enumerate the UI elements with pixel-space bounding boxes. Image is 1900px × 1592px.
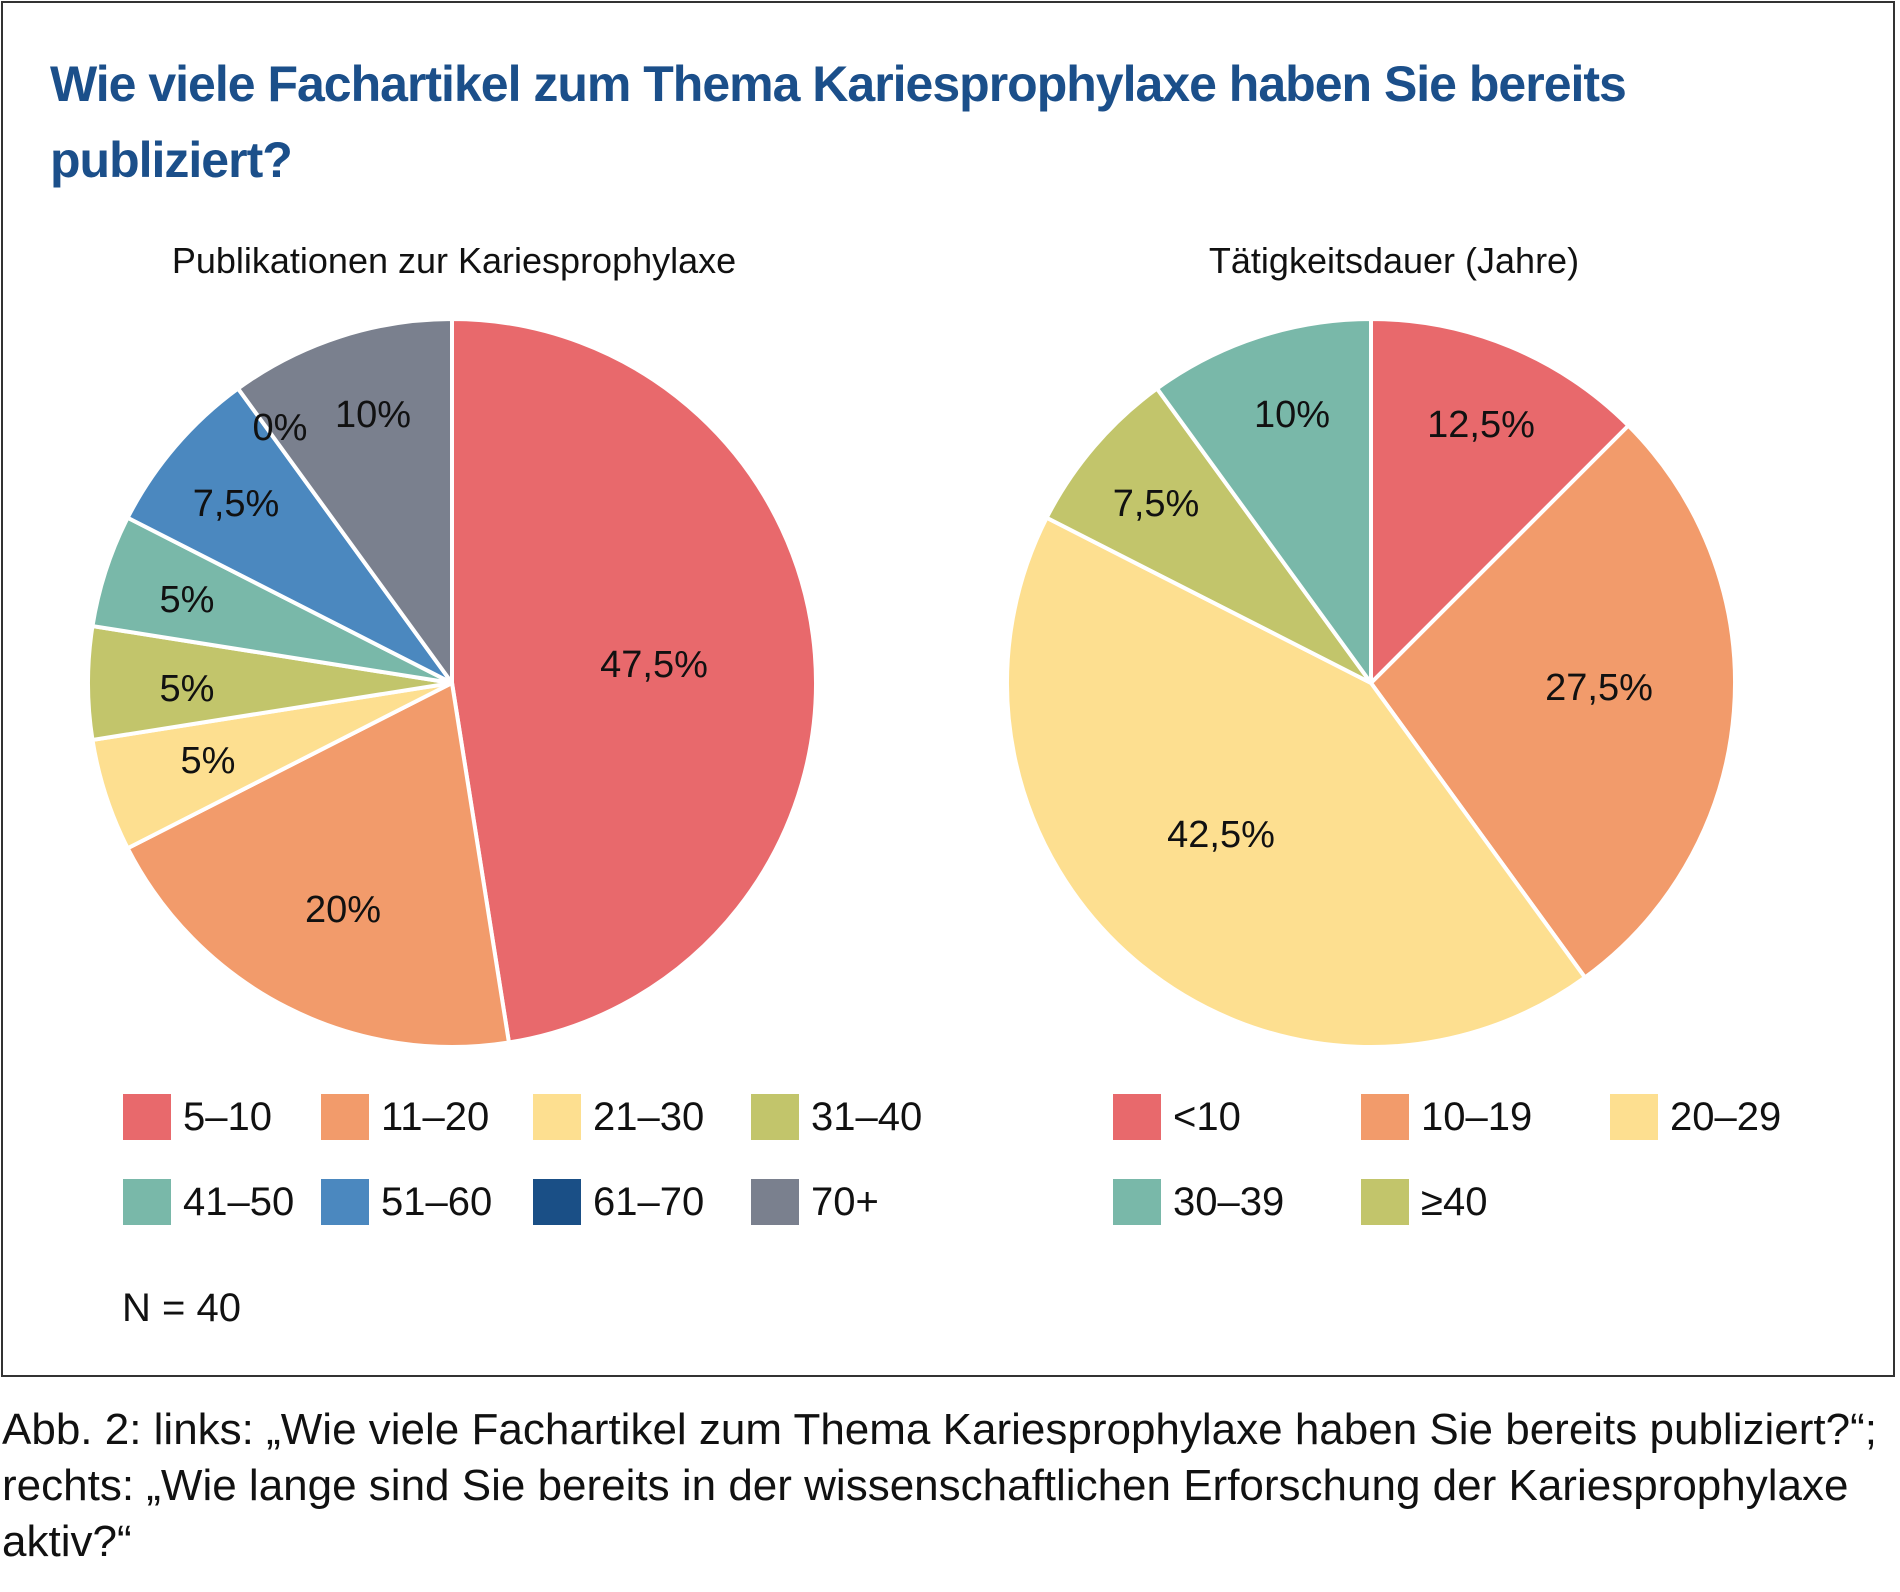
legend-swatch bbox=[1361, 1179, 1409, 1225]
legend-swatch bbox=[1113, 1094, 1161, 1140]
legend-label: 10–19 bbox=[1421, 1094, 1533, 1139]
sample-size: N = 40 bbox=[122, 1286, 241, 1330]
slice-value-label: 5% bbox=[181, 740, 236, 782]
legend-label: 70+ bbox=[811, 1179, 879, 1224]
legend-item: <10 bbox=[1113, 1093, 1241, 1141]
left-pie-chart: 47,5% 20% 5% 5% 5% 7,5% 0% 10% bbox=[86, 317, 818, 1049]
pie-slice-30–39 bbox=[1155, 317, 1373, 685]
legend-label: 31–40 bbox=[811, 1094, 923, 1139]
legend-label: 41–50 bbox=[183, 1179, 295, 1224]
pie-slice-20–29 bbox=[1004, 515, 1587, 1049]
slice-value-label: 7,5% bbox=[193, 483, 280, 525]
pie-slice-51–60 bbox=[125, 386, 454, 685]
legend-item: 10–19 bbox=[1361, 1093, 1532, 1141]
legend-label: 20–29 bbox=[1670, 1094, 1782, 1139]
slice-value-label: 47,5% bbox=[600, 644, 708, 686]
legend-item: 41–50 bbox=[123, 1178, 294, 1226]
legend-item: ≥40 bbox=[1361, 1178, 1487, 1226]
legend-item: 11–20 bbox=[321, 1093, 489, 1141]
legend-item: 30–39 bbox=[1113, 1178, 1284, 1226]
legend-item: 61–70 bbox=[533, 1178, 704, 1226]
slice-value-label: 20% bbox=[305, 889, 381, 931]
legend-swatch bbox=[751, 1179, 799, 1225]
legend-swatch bbox=[321, 1094, 369, 1140]
legend-item: 70+ bbox=[751, 1178, 879, 1226]
figure-title: Wie viele Fachartikel zum Thema Kariespr… bbox=[50, 56, 1627, 188]
slice-value-label: 10% bbox=[1254, 394, 1330, 436]
pie-slice-11–20 bbox=[125, 681, 511, 1049]
legend-label: 61–70 bbox=[593, 1179, 705, 1224]
legend-item: 21–30 bbox=[533, 1093, 704, 1141]
pie-slice-<10 bbox=[1369, 317, 1631, 685]
legend-swatch bbox=[1361, 1094, 1409, 1140]
legend-item: 31–40 bbox=[751, 1093, 922, 1141]
slice-value-label: 7,5% bbox=[1113, 483, 1200, 525]
pie-charts: 47,5% 20% 5% 5% 5% 7,5% 0% 10% 12,5% 27,5% 42,5% 7… bbox=[86, 317, 1737, 1049]
legend-label: ≥40 bbox=[1421, 1179, 1488, 1224]
pie-slice-10–19 bbox=[1369, 423, 1737, 980]
legend-swatch bbox=[321, 1179, 369, 1225]
legend-swatch bbox=[1113, 1179, 1161, 1225]
legend-item: 5–10 bbox=[123, 1093, 272, 1141]
pie-slice-≥40 bbox=[1044, 386, 1373, 685]
pie-slice-5–10 bbox=[450, 317, 818, 1045]
legend-item: 51–60 bbox=[321, 1178, 492, 1226]
slice-value-label: 0% bbox=[253, 407, 308, 449]
figure-caption: Abb. 2: links: „Wie viele Fachartikel zu… bbox=[2, 1405, 1877, 1566]
legend-swatch bbox=[533, 1179, 581, 1225]
legend-swatch bbox=[533, 1094, 581, 1140]
legend-label: 11–20 bbox=[381, 1094, 490, 1139]
legend-label: 30–39 bbox=[1173, 1179, 1285, 1224]
legend-item: 20–29 bbox=[1610, 1093, 1781, 1141]
slice-value-label: 5% bbox=[160, 668, 215, 710]
legend-label: 21–30 bbox=[593, 1094, 705, 1139]
legend-label: 51–60 bbox=[381, 1179, 493, 1224]
legend-swatch bbox=[751, 1094, 799, 1140]
slice-value-label: 42,5% bbox=[1167, 814, 1275, 856]
slice-value-label: 5% bbox=[160, 579, 215, 621]
pie-slice-70+ bbox=[236, 317, 454, 685]
legend-label: 5–10 bbox=[183, 1094, 272, 1139]
right-pie-chart: 12,5% 27,5% 42,5% 7,5% 10% bbox=[1004, 317, 1737, 1049]
right-chart-title: Tätigkeitsdauer (Jahre) bbox=[1208, 240, 1580, 281]
figure-frame bbox=[1, 1, 1895, 1377]
left-chart-title: Publikationen zur Kariesprophylaxe bbox=[171, 240, 737, 281]
slice-value-label: 27,5% bbox=[1545, 667, 1653, 709]
legend-swatch bbox=[123, 1094, 171, 1140]
legend-swatch bbox=[1610, 1094, 1658, 1140]
legend-swatch bbox=[123, 1179, 171, 1225]
legend-label: <10 bbox=[1173, 1094, 1241, 1139]
slice-value-label: 10% bbox=[335, 394, 411, 436]
slice-value-label: 12,5% bbox=[1427, 404, 1535, 446]
